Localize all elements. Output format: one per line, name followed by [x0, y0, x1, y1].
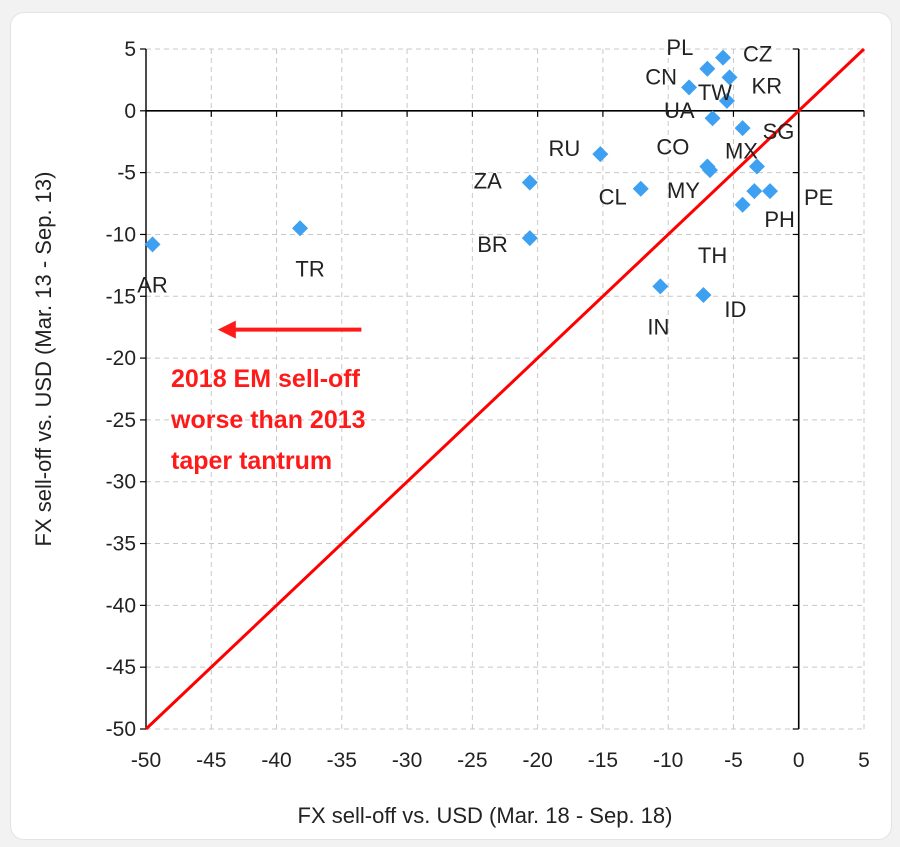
y-tick-label: -10	[106, 223, 136, 246]
y-axis-label: FX sell-off vs. USD (Mar. 13 - Sep. 13)	[31, 172, 56, 547]
data-point-mx	[748, 158, 765, 175]
annotation-text-line: taper tantrum	[171, 447, 332, 475]
data-point-ua	[704, 110, 721, 127]
data-point-tw	[718, 92, 735, 109]
x-tick-label: 0	[793, 749, 805, 772]
point-label-cz: CZ	[743, 42, 772, 67]
y-tick-label: -25	[106, 409, 136, 432]
point-label-tw: TW	[698, 80, 732, 105]
data-point-kr	[721, 69, 738, 86]
y-tick-labels: 5 0 -5 -10 -15 -20 -25 -30 -35 -40 -45 -50	[106, 38, 136, 741]
point-label-cl: CL	[599, 185, 627, 210]
data-point-cz	[715, 49, 732, 66]
data-point-in	[652, 278, 669, 295]
x-tick-label: -50	[131, 749, 161, 772]
data-point-ar	[144, 236, 161, 253]
y-tick-label: -40	[106, 594, 136, 617]
y-tick-label: -5	[117, 162, 136, 185]
y-tick-label: -30	[106, 471, 136, 494]
y-tick-label: -50	[106, 718, 136, 741]
x-tick-label: -5	[724, 749, 743, 772]
x-tick-label: -30	[392, 749, 422, 772]
x-tick-label: -15	[588, 749, 618, 772]
point-label-za: ZA	[474, 169, 502, 194]
data-point-cl	[632, 180, 649, 197]
point-label-sg: SG	[763, 119, 795, 144]
point-label-mx: MX	[725, 138, 758, 163]
point-label-co: CO	[656, 134, 689, 159]
point-label-ru: RU	[549, 136, 581, 161]
x-tick-label: 5	[858, 749, 870, 772]
point-label-pl: PL	[666, 35, 693, 60]
x-tick-labels: -50 -45 -40 -35 -30 -25 -20 -15 -10 -5 0 5	[131, 749, 870, 772]
data-point-br	[521, 230, 538, 247]
y-tick-label: 0	[124, 100, 136, 123]
data-point-id	[695, 287, 712, 304]
x-tick-label: -40	[261, 749, 291, 772]
y-tick-label: 5	[124, 38, 136, 61]
annotation: 2018 EM sell-off worse than 2013 taper tan…	[170, 320, 366, 475]
chart-card: -50 -45 -40 -35 -30 -25 -20 -15 -10 -5 0 5 5 0 -5 -10-…	[10, 12, 892, 840]
point-label-id: ID	[724, 297, 746, 322]
data-point-za	[521, 174, 538, 191]
point-label-br: BR	[477, 232, 508, 257]
annotation-arrow-head	[217, 320, 236, 339]
data-point-pe	[762, 183, 779, 200]
point-label-cn: CN	[645, 64, 677, 89]
data-point-ph	[746, 183, 763, 200]
point-label-tr: TR	[295, 256, 324, 281]
point-label-kr: KR	[752, 73, 783, 98]
y-tick-label: -20	[106, 347, 136, 370]
axes	[140, 48, 865, 730]
y-tick-label: -15	[106, 285, 136, 308]
x-axis-label: FX sell-off vs. USD (Mar. 18 - Sep. 18)	[298, 803, 673, 828]
x-tick-label: -10	[653, 749, 683, 772]
point-label-ph: PH	[764, 207, 795, 232]
y-tick-label: -35	[106, 533, 136, 556]
point-label-ar: AR	[137, 272, 168, 297]
data-points	[144, 49, 779, 304]
x-tick-label: -25	[457, 749, 487, 772]
point-label-my: MY	[667, 178, 700, 203]
point-label-th: TH	[698, 243, 727, 268]
annotation-text-line: 2018 EM sell-off	[171, 365, 361, 393]
data-point-tr	[292, 220, 309, 237]
data-point-sg	[734, 120, 751, 137]
x-tick-label: -45	[196, 749, 226, 772]
data-point-th	[734, 196, 751, 213]
point-label-pe: PE	[804, 185, 833, 210]
x-tick-label: -20	[522, 749, 552, 772]
reference-line	[144, 47, 866, 731]
data-point-ru	[592, 146, 609, 163]
data-point-cn	[681, 79, 698, 96]
point-label-in: IN	[647, 314, 669, 339]
scatter-chart: -50 -45 -40 -35 -30 -25 -20 -15 -10 -5 0 5 50-5-10-…	[31, 35, 870, 828]
data-point-my	[701, 162, 718, 179]
point-label-ua: UA	[664, 98, 695, 123]
data-point-pl	[699, 60, 716, 77]
y-tick-label: -45	[106, 656, 136, 679]
annotation-text-line: worse than 2013	[170, 406, 366, 434]
x-tick-label: -35	[327, 749, 357, 772]
